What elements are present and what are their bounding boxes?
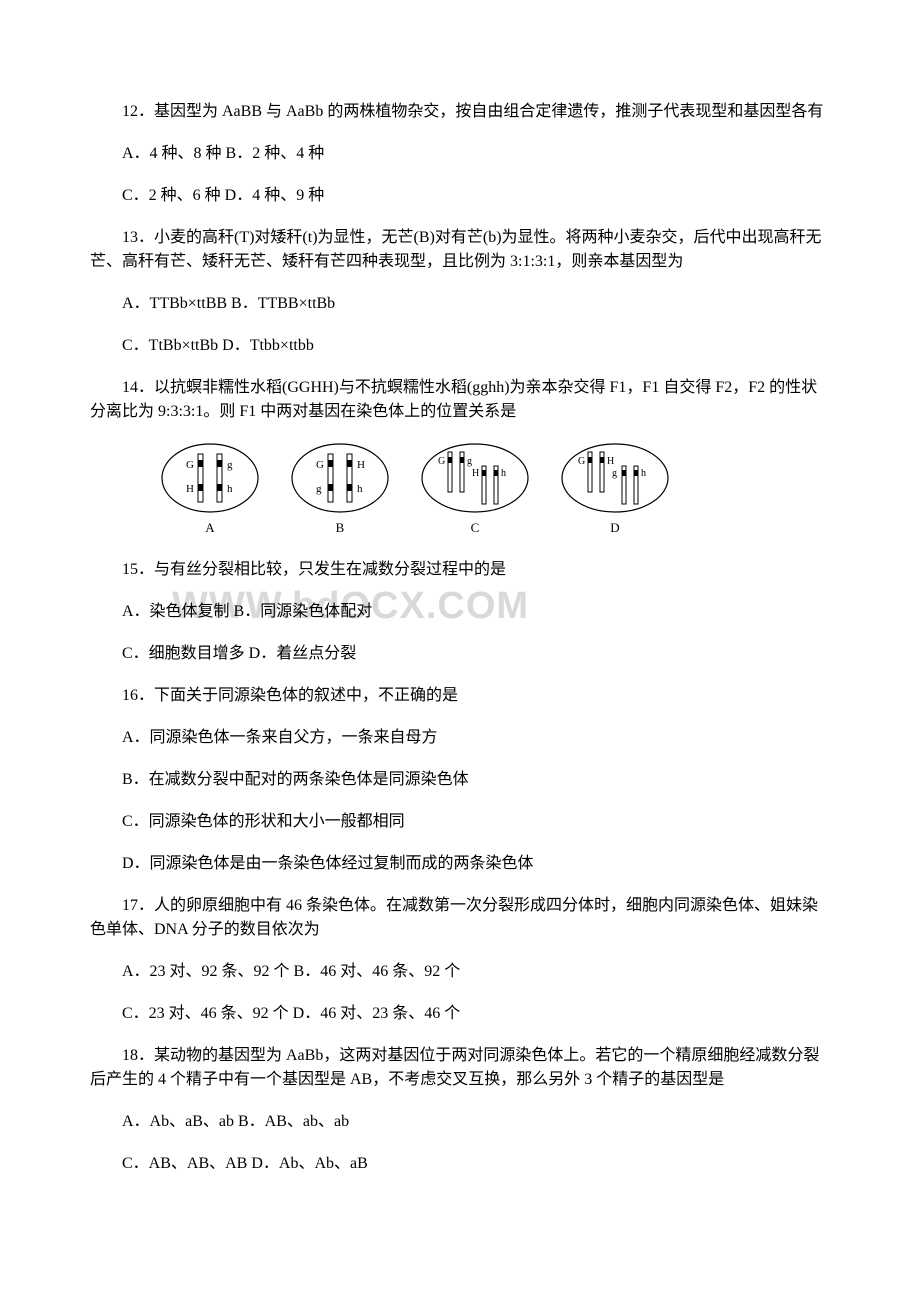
label-H: H xyxy=(186,483,194,495)
q16-text: 16．下面关于同源染色体的叙述中，不正确的是 xyxy=(90,684,830,708)
q14-text: 14．以抗螟非糯性水稻(GGHH)与不抗螟糯性水稻(gghh)为亲本杂交得 F1… xyxy=(90,376,830,424)
label-g: g xyxy=(227,459,233,471)
diagram-A: G H g h A xyxy=(160,442,260,538)
diagram-B: G g H h B xyxy=(290,442,390,538)
q13-optA: A．TTBb×ttBB B．TTBB×ttBb xyxy=(90,292,830,316)
label-G: G xyxy=(578,456,585,467)
diagram-C: G g H h C xyxy=(420,442,530,538)
label-h: h xyxy=(501,468,506,479)
diagram-label-B: B xyxy=(336,518,345,538)
q15-optC: C．细胞数目增多 D．着丝点分裂 xyxy=(90,642,830,666)
q16-optD: D．同源染色体是由一条染色体经过复制而成的两条染色体 xyxy=(90,852,830,876)
label-H: H xyxy=(472,468,479,479)
cell-diagram-A: G H g h xyxy=(160,442,260,514)
q16-optB: B．在减数分裂中配对的两条染色体是同源染色体 xyxy=(90,768,830,792)
diagram-row: G H g h A G g H h B G xyxy=(160,442,830,538)
diagram-D: G H g h D xyxy=(560,442,670,538)
q13-text: 13．小麦的高秆(T)对矮秆(t)为显性，无芒(B)对有芒(b)为显性。将两种小… xyxy=(90,226,830,274)
q15-optA: WWW.bdOCX.COM A．染色体复制 B．同源染色体配对 xyxy=(90,600,830,624)
q18-text: 18．某动物的基因型为 AaBb，这两对基因位于两对同源染色体上。若它的一个精原… xyxy=(90,1044,830,1092)
q15-optA-text: A．染色体复制 B．同源染色体配对 xyxy=(122,603,372,620)
cell-diagram-D: G H g h xyxy=(560,442,670,514)
q18-optC: C．AB、AB、AB D．Ab、Ab、aB xyxy=(90,1152,830,1176)
label-H: H xyxy=(607,456,614,467)
diagram-label-C: C xyxy=(471,518,480,538)
label-H: H xyxy=(357,459,365,471)
q12-text: 12．基因型为 AaBB 与 AaBb 的两株植物杂交，按自由组合定律遗传，推测… xyxy=(90,100,830,124)
label-G: G xyxy=(316,459,324,471)
q15-text: 15．与有丝分裂相比较，只发生在减数分裂过程中的是 xyxy=(90,558,830,582)
q12-optC: C．2 种、6 种 D．4 种、9 种 xyxy=(90,184,830,208)
label-h: h xyxy=(357,483,363,495)
cell-diagram-B: G g H h xyxy=(290,442,390,514)
q12-optA: A．4 种、8 种 B．2 种、4 种 xyxy=(90,142,830,166)
cell-diagram-C: G g H h xyxy=(420,442,530,514)
diagram-label-D: D xyxy=(610,518,619,538)
q16-optA: A．同源染色体一条来自父方，一条来自母方 xyxy=(90,726,830,750)
q17-optA: A．23 对、92 条、92 个 B．46 对、46 条、92 个 xyxy=(90,960,830,984)
q13-optC: C．TtBb×ttBb D．Ttbb×ttbb xyxy=(90,334,830,358)
q16-optC: C．同源染色体的形状和大小一般都相同 xyxy=(90,810,830,834)
label-h: h xyxy=(227,483,233,495)
label-g: g xyxy=(316,483,322,495)
q18-optA: A．Ab、aB、ab B．AB、ab、ab xyxy=(90,1110,830,1134)
q17-text: 17．人的卵原细胞中有 46 条染色体。在减数第一次分裂形成四分体时，细胞内同源… xyxy=(90,894,830,942)
q17-optC: C．23 对、46 条、92 个 D．46 对、23 条、46 个 xyxy=(90,1002,830,1026)
label-h: h xyxy=(641,468,646,479)
label-g: g xyxy=(467,456,472,467)
label-G: G xyxy=(438,456,445,467)
label-G: G xyxy=(186,459,194,471)
diagram-label-A: A xyxy=(205,518,214,538)
label-g: g xyxy=(612,468,617,479)
